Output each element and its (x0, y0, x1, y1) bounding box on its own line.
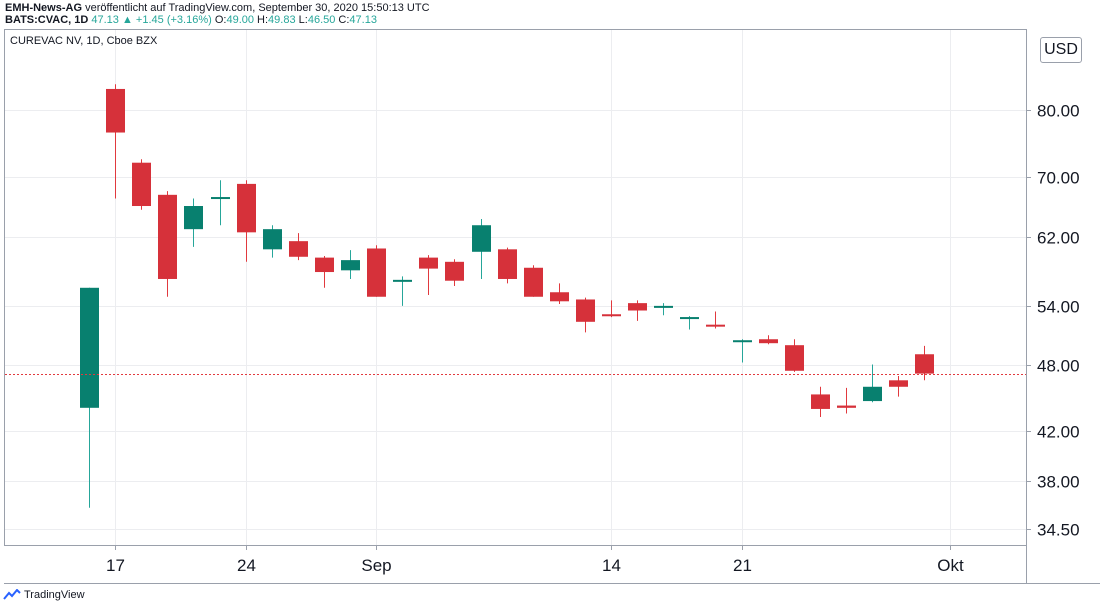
low-value: 46.50 (307, 14, 336, 26)
footer: TradingView (3, 589, 85, 601)
candle-body (237, 183, 256, 233)
symbol-label: CUREVAC NV, 1D, Cboe BZX (10, 35, 158, 47)
candle-body (393, 279, 412, 282)
open-label: O: (214, 14, 227, 26)
time-tick-label: Sep (361, 556, 391, 575)
candle-body (289, 241, 308, 257)
price-tick-label: 80.00 (1037, 102, 1080, 121)
candle-body (628, 303, 647, 311)
low-label: L: (298, 14, 308, 26)
candle-body (733, 340, 752, 343)
close-value: 47.13 (349, 14, 377, 26)
candle-body (785, 345, 804, 371)
time-tick-label: Okt (937, 556, 964, 575)
candle-body (837, 405, 856, 408)
candle-body (263, 229, 282, 250)
brand-name: TradingView (24, 589, 85, 601)
candle-body (863, 386, 882, 402)
candle-body (132, 162, 151, 207)
candle-body (80, 287, 99, 408)
candle-body (680, 317, 699, 320)
price-tick-label: 34.50 (1037, 521, 1080, 540)
candle-body (550, 292, 569, 302)
price-axis[interactable]: 80.00 70.00 62.00 54.00 48.00 42.00 38.00 34.50 (1026, 102, 1080, 540)
price-change: ▲ +1.45 (+3.16%) (121, 14, 212, 26)
candle-body (706, 324, 725, 327)
candle-body (367, 248, 386, 297)
candle-body (915, 354, 934, 374)
price-tick-label: 42.00 (1037, 423, 1080, 442)
candle-body (498, 249, 517, 279)
grid-lines (5, 30, 1026, 545)
currency-badge[interactable]: USD (1040, 37, 1082, 63)
candle-body (106, 88, 125, 133)
candle-body (419, 257, 438, 269)
candle-body (158, 194, 177, 279)
price-tick-label: 38.00 (1037, 473, 1080, 492)
close-label: C: (338, 14, 350, 26)
candle-body (889, 380, 908, 387)
tradingview-logo-icon (3, 589, 21, 600)
candle-body (654, 305, 673, 308)
ticker-label: BATS:CVAC, 1D (5, 14, 89, 26)
candle-body (315, 257, 334, 273)
ohlc-header: BATS:CVAC, 1D 47.13 ▲ +1.45 (+3.16%) O:4… (5, 14, 377, 26)
candle-body (472, 225, 491, 252)
high-label: H: (257, 14, 269, 26)
time-axis[interactable]: 17 24 Sep 14 21 Okt (106, 545, 964, 575)
candle-body (602, 314, 621, 317)
high-value: 49.83 (268, 14, 296, 26)
publisher-name: EMH-News-AG (5, 2, 83, 14)
plot-frame (4, 29, 1027, 546)
candles (80, 84, 934, 508)
candle-body (341, 260, 360, 271)
open-value: 49.00 (226, 14, 254, 26)
time-tick-label: 14 (602, 556, 621, 575)
candle-body (211, 197, 230, 200)
candle-body (759, 339, 778, 344)
candle-body (524, 267, 543, 297)
candle-body (184, 206, 203, 230)
price-tick-label: 62.00 (1037, 229, 1080, 248)
time-tick-label: 24 (237, 556, 256, 575)
candle-body (811, 394, 830, 409)
publisher-header: EMH-News-AG veröffentlicht auf TradingVi… (5, 2, 430, 14)
price-tick-label: 54.00 (1037, 298, 1080, 317)
candle-body (445, 261, 464, 281)
candle-body (576, 299, 595, 322)
time-tick-label: 21 (733, 556, 752, 575)
price-tick-label: 70.00 (1037, 169, 1080, 188)
published-text: veröffentlicht auf TradingView.com, Sept… (85, 2, 430, 14)
time-tick-label: 17 (106, 556, 125, 575)
last-price: 47.13 (91, 14, 119, 26)
price-tick-label: 48.00 (1037, 357, 1080, 376)
